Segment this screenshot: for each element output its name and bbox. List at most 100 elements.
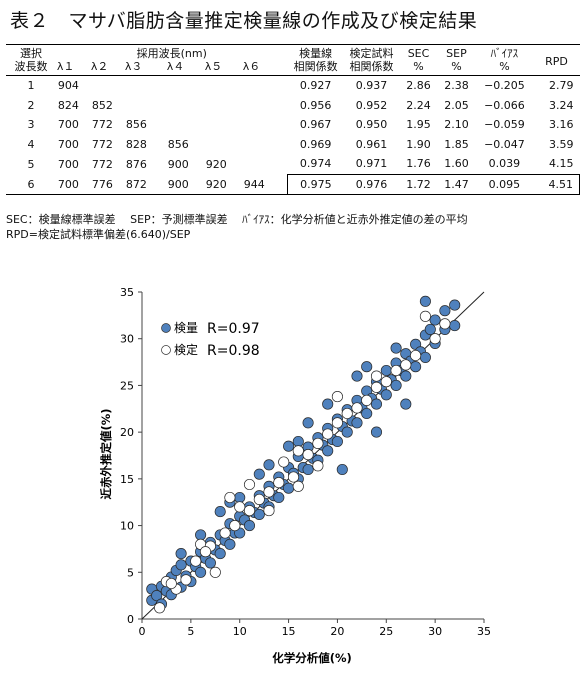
cell-rpd: 3.16 xyxy=(549,118,574,132)
cell-w2: 772 xyxy=(91,157,113,171)
cell-w1: 824 xyxy=(57,98,79,112)
calibration-point xyxy=(322,445,334,457)
cell-rpd: 2.79 xyxy=(549,79,574,93)
y-tick-label: 20 xyxy=(120,426,134,439)
cell-w5 xyxy=(204,115,242,135)
cell-w3: 856 xyxy=(125,118,147,132)
validation-point xyxy=(165,577,177,590)
header-lambda1: λ１ xyxy=(55,60,90,76)
calibration-point xyxy=(263,459,275,471)
chart-points xyxy=(146,295,461,614)
cell-bias: 0.095 xyxy=(475,173,534,195)
x-tick-label: 0 xyxy=(139,625,146,638)
cell-cal: 0.975 xyxy=(287,173,344,195)
table-notes: SEC：検量線標準誤差 SEP：予測標準誤差 ﾊﾞｲｱｽ：化学分析値と近赤外推定… xyxy=(6,212,468,242)
calibration-point xyxy=(336,463,348,476)
y-tick-label: 5 xyxy=(127,566,134,579)
calibration-point xyxy=(253,468,265,480)
validation-point xyxy=(209,566,221,578)
calibration-point xyxy=(419,351,431,363)
cell-w6 xyxy=(242,135,288,155)
calibration-point xyxy=(400,370,412,382)
legend-label-validation: 検定 xyxy=(174,342,198,357)
cell-bias: −0.205 xyxy=(484,79,525,93)
y-tick-label: 25 xyxy=(120,379,134,392)
header-lambda2: λ２ xyxy=(89,60,124,76)
calibration-point xyxy=(273,491,285,504)
x-tick-label: 20 xyxy=(330,625,344,638)
validation-point xyxy=(292,445,304,457)
cell-sep: 2.38 xyxy=(444,79,469,93)
validation-point xyxy=(190,555,202,567)
cell-bias: −0.047 xyxy=(484,137,525,151)
calibration-point xyxy=(214,548,226,560)
calibration-point xyxy=(361,361,373,373)
cell-w3: 872 xyxy=(125,177,147,191)
header-wavecount: 波長数 xyxy=(6,60,56,76)
calibration-point xyxy=(370,398,383,410)
series-validation xyxy=(154,310,451,614)
header-calibration-sub: 相関係数 xyxy=(287,60,344,76)
validation-point xyxy=(292,480,304,492)
cell-cal: 0.967 xyxy=(299,118,332,132)
cell-cal: 0.969 xyxy=(299,137,332,151)
legend-marker-validation xyxy=(161,345,171,355)
cell-rpd: 3.24 xyxy=(549,98,574,112)
calibration-point xyxy=(302,463,314,476)
validation-point xyxy=(439,318,451,330)
header-sep: SEP xyxy=(446,47,467,60)
cell-w4: 856 xyxy=(167,137,189,151)
table-row: 1 904 0.927 0.937 2.86 2.38 −0.205 2.79 xyxy=(6,76,580,96)
validation-point xyxy=(419,310,431,322)
calibration-point xyxy=(322,398,334,410)
validation-point xyxy=(322,428,334,440)
chart-legend: 検量 R=0.97 検定 R=0.98 xyxy=(161,321,260,359)
calibration-point xyxy=(204,557,216,569)
table-row: 4 700 772 828 856 0.969 0.961 1.90 1.85 … xyxy=(6,135,580,155)
table-row: 2 824 852 0.956 0.952 2.24 2.05 −0.066 3… xyxy=(6,96,580,116)
validation-point xyxy=(199,546,212,558)
cell-w6 xyxy=(242,76,288,96)
header-wavelengths: 採用波長(nm) xyxy=(136,47,207,60)
cell-w1: 700 xyxy=(57,157,79,171)
cell-cal: 0.974 xyxy=(299,157,332,171)
cell-w4: 900 xyxy=(167,157,189,171)
header-sep-unit: % xyxy=(437,60,476,76)
y-tick-label: 10 xyxy=(120,520,134,533)
cell-w3 xyxy=(124,96,166,116)
cell-w1: 904 xyxy=(57,79,79,93)
cell-w2: 772 xyxy=(91,118,113,132)
x-tick-label: 30 xyxy=(428,625,442,638)
cell-w4 xyxy=(166,96,204,116)
cell-w5 xyxy=(204,135,242,155)
cell-w1: 700 xyxy=(57,118,79,132)
header-calibration: 検量線 xyxy=(299,47,333,60)
calibration-point xyxy=(400,398,412,410)
calibration-point xyxy=(449,320,461,332)
calibration-point xyxy=(424,323,436,335)
cell-val: 0.976 xyxy=(343,173,400,195)
legend-r-validation: R=0.98 xyxy=(207,343,260,359)
calibration-point xyxy=(283,482,295,494)
validation-point xyxy=(351,402,363,414)
validation-point xyxy=(390,364,402,377)
calibration-point xyxy=(390,379,402,391)
cell-val: 0.950 xyxy=(355,118,388,132)
validation-point xyxy=(331,391,343,403)
cell-w5 xyxy=(204,96,242,116)
validation-point xyxy=(287,471,300,483)
scatter-chart: 0 5 10 15 20 25 30 35 0 5 10 15 20 25 30 35 検量 R=0.97 検… xyxy=(99,286,491,665)
calibration-point xyxy=(419,295,431,307)
cell-w6 xyxy=(242,154,288,174)
cell-bias: −0.059 xyxy=(484,118,525,132)
cell-sep: 1.60 xyxy=(444,157,469,171)
cell-w6 xyxy=(242,115,288,135)
cell-sep: 2.05 xyxy=(444,98,469,112)
validation-point xyxy=(278,456,290,468)
cell-w4: 900 xyxy=(167,177,189,191)
cell-w2 xyxy=(90,76,124,96)
calibration-point xyxy=(234,491,246,504)
calibration-point xyxy=(214,506,226,518)
calibration-point xyxy=(243,520,256,532)
cell-bias: −0.066 xyxy=(484,98,525,112)
